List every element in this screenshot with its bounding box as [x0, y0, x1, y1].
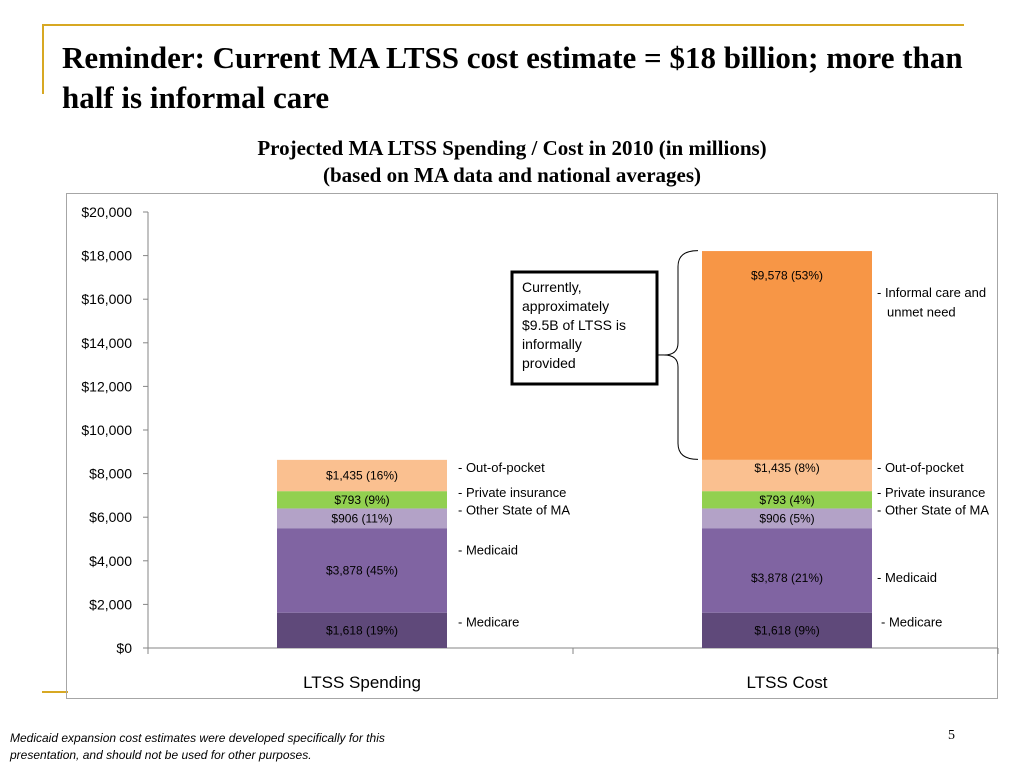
- annotation-text-line: informally: [522, 336, 582, 352]
- data-label-private: $793 (9%): [334, 493, 389, 507]
- bar-segment-private: [702, 491, 872, 509]
- y-tick-label: $12,000: [81, 378, 132, 394]
- footnote: Medicaid expansion cost estimates were d…: [10, 731, 385, 762]
- side-label-medicaid: - Medicaid: [458, 542, 518, 557]
- y-tick-label: $16,000: [81, 291, 132, 307]
- data-label-medicare: $1,618 (9%): [754, 623, 819, 637]
- side-label-other_state: - Other State of MA: [458, 502, 570, 517]
- y-tick-label: $20,000: [81, 204, 132, 220]
- chart-title-line-1: Projected MA LTSS Spending / Cost in 201…: [257, 136, 767, 160]
- side-label-oop: - Out-of-pocket: [458, 460, 545, 475]
- y-tick-label: $4,000: [89, 553, 132, 569]
- bar-segment-medicare: [702, 612, 872, 648]
- y-tick-label: $18,000: [81, 248, 132, 264]
- data-label-informal: $9,578 (53%): [751, 269, 823, 283]
- annotation-box: [510, 270, 659, 386]
- data-label-oop: $1,435 (16%): [326, 469, 398, 483]
- x-category-label: LTSS Spending: [303, 673, 421, 692]
- left-accent-rule: [42, 24, 44, 94]
- curly-brace: [663, 250, 699, 460]
- top-accent-rule: [44, 24, 964, 26]
- side-label-medicare: - Medicare: [881, 615, 942, 630]
- data-label-oop: $1,435 (8%): [754, 461, 819, 475]
- data-label-other_state: $906 (5%): [759, 511, 814, 525]
- chart-frame: [66, 193, 998, 699]
- side-label-oop: - Out-of-pocket: [877, 460, 964, 475]
- annotation-text-line: $9.5B of LTSS is: [522, 317, 626, 333]
- bar-segment-medicare: [277, 612, 447, 648]
- slide-title: Reminder: Current MA LTSS cost estimate …: [62, 40, 963, 115]
- bar-segment-other_state: [277, 508, 447, 529]
- side-label-private: - Private insurance: [877, 485, 985, 500]
- y-tick-label: $0: [116, 640, 132, 656]
- data-label-medicaid: $3,878 (21%): [751, 571, 823, 585]
- annotation-text-line: approximately: [522, 298, 609, 314]
- y-tick-label: $6,000: [89, 509, 132, 525]
- y-tick-label: $8,000: [89, 466, 132, 482]
- bar-segment-medicaid: [277, 528, 447, 613]
- side-label-other_state: - Other State of MA: [877, 502, 989, 517]
- bar-segment-medicaid: [702, 528, 872, 613]
- bar-segment-private: [277, 491, 447, 509]
- data-label-private: $793 (4%): [759, 493, 814, 507]
- bar-segment-informal: [702, 251, 872, 460]
- side-label-medicaid: - Medicaid: [877, 570, 937, 585]
- x-category-label: LTSS Cost: [747, 673, 828, 692]
- bar-segment-oop: [277, 459, 447, 492]
- side-label-informal-line-1: - Informal care and: [877, 285, 986, 300]
- y-tick-label: $10,000: [81, 422, 132, 438]
- bar-segment-oop: [702, 459, 872, 492]
- page-number: 5: [948, 728, 955, 743]
- bar-segment-other_state: [702, 508, 872, 529]
- side-label-private: - Private insurance: [458, 485, 566, 500]
- chart-title: Projected MA LTSS Spending / Cost in 201…: [0, 135, 1024, 189]
- y-tick-label: $14,000: [81, 335, 132, 351]
- annotation-text-line: provided: [522, 355, 576, 371]
- data-label-medicaid: $3,878 (45%): [326, 563, 398, 577]
- chart-title-line-2: (based on MA data and national averages): [322, 163, 702, 187]
- data-label-medicare: $1,618 (19%): [326, 623, 398, 637]
- bottom-accent-rule: [42, 691, 68, 693]
- y-tick-label: $2,000: [89, 596, 132, 612]
- annotation-text-line: Currently,: [522, 279, 582, 295]
- side-label-medicare: - Medicare: [458, 615, 519, 630]
- side-label-informal-line-2: unmet need: [887, 305, 956, 320]
- data-label-other_state: $906 (11%): [331, 511, 392, 525]
